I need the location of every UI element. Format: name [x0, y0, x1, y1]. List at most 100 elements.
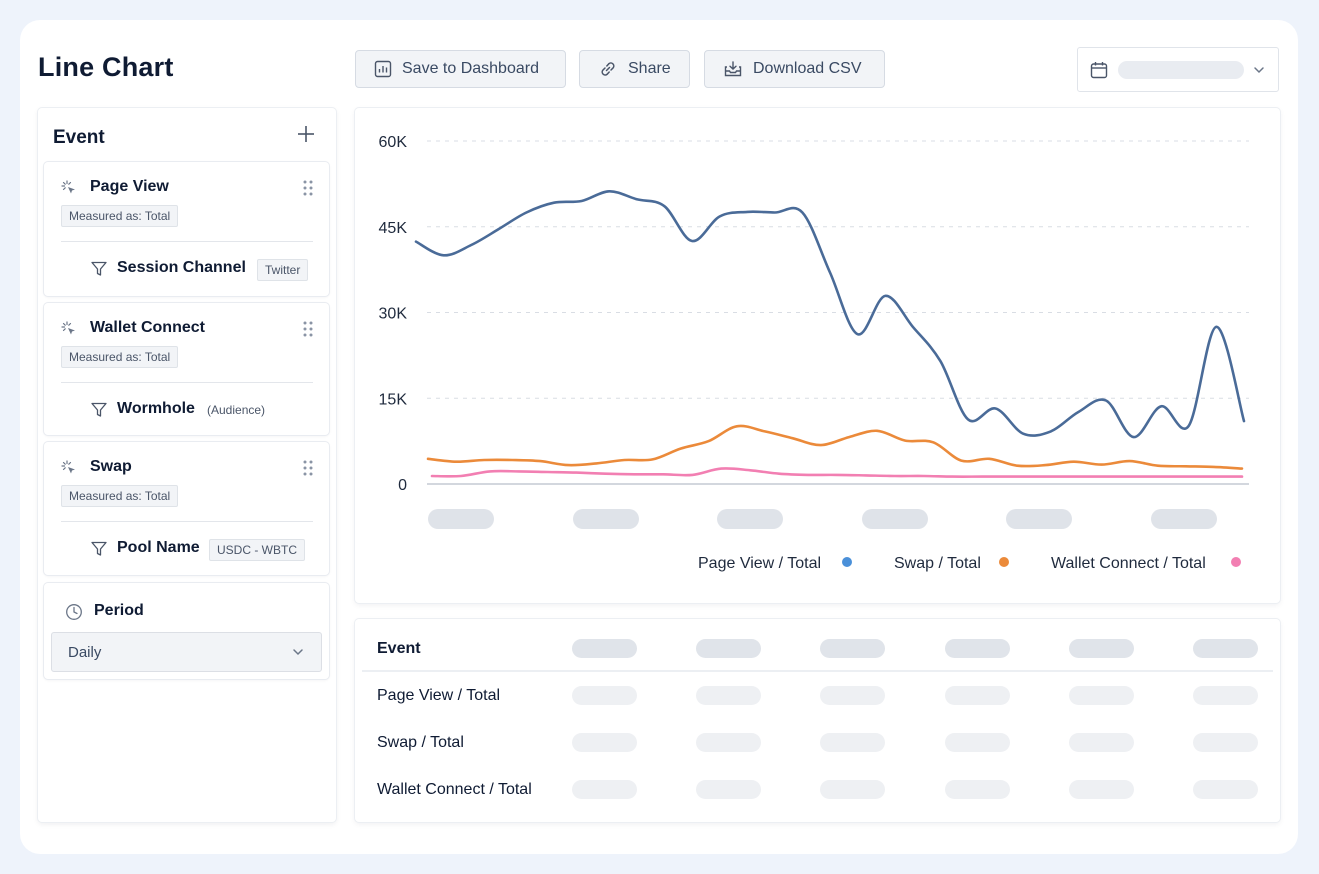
event-card-wallet-connect[interactable]: Wallet Connect Measured as: Total Wormho… — [44, 303, 329, 435]
table-cell-placeholder — [820, 780, 885, 799]
date-range-placeholder — [1118, 60, 1244, 79]
x-tick-placeholder — [862, 509, 928, 529]
filter-value-tag: Twitter — [257, 259, 309, 281]
table-cell-placeholder — [820, 733, 885, 752]
chevron-down-icon — [293, 649, 303, 656]
table-cell-placeholder — [696, 686, 761, 705]
x-tick-placeholder — [428, 509, 494, 529]
event-panel: Event Page View Measured as: Total Sessi… — [38, 108, 336, 822]
y-tick-label: 30K — [379, 306, 408, 323]
table-cell-placeholder — [696, 639, 761, 658]
table-cell-placeholder — [945, 639, 1010, 658]
calendar-icon — [1090, 61, 1108, 78]
legend-label-wallet-connect: Wallet Connect / Total — [1051, 555, 1206, 572]
table-header-event: Event — [377, 640, 421, 657]
table-cell-placeholder — [572, 639, 637, 658]
event-name: Swap — [90, 458, 132, 475]
y-tick-label: 15K — [379, 391, 408, 408]
table-cell-placeholder — [1193, 686, 1258, 705]
divider — [61, 521, 313, 522]
download-csv-button[interactable]: Download CSV — [704, 50, 885, 88]
x-tick-placeholder — [717, 509, 783, 529]
table-cell-placeholder — [696, 780, 761, 799]
measure-badge: Measured as: Total — [61, 485, 179, 507]
table-cell-placeholder — [1193, 639, 1258, 658]
event-card-page-view[interactable]: Page View Measured as: Total Session Cha… — [44, 162, 329, 296]
series-line-page-view — [414, 189, 1246, 439]
bar-chart-icon — [374, 60, 392, 78]
table-cell-placeholder — [1193, 733, 1258, 752]
x-tick-placeholder — [1151, 509, 1217, 529]
table-row-label: Swap / Total — [377, 734, 464, 751]
table-cell-placeholder — [1069, 639, 1134, 658]
save-to-dashboard-button[interactable]: Save to Dashboard — [355, 50, 566, 88]
legend-label-page-view: Page View / Total — [698, 555, 821, 572]
table-cell-placeholder — [820, 639, 885, 658]
table-row-label: Page View / Total — [377, 687, 501, 704]
event-name: Page View — [90, 178, 169, 195]
series-line-wallet-connect — [430, 467, 1244, 478]
line-chart-card: 60K 45K 30K 15K 0 Page View / Total Swap / Tot… — [355, 108, 1280, 603]
period-label: Period — [94, 602, 144, 619]
share-button[interactable]: Share — [579, 50, 690, 88]
clock-icon — [66, 604, 82, 620]
table-cell-placeholder — [945, 733, 1010, 752]
table-cell-placeholder — [572, 780, 637, 799]
table-header-divider — [362, 670, 1273, 672]
event-name: Wallet Connect — [90, 319, 205, 336]
measure-badge: Measured as: Total — [61, 205, 179, 227]
x-tick-placeholder — [573, 509, 639, 529]
divider — [61, 382, 313, 383]
series-line-swap — [426, 424, 1244, 470]
download-tray-icon — [724, 61, 742, 77]
filter-funnel-icon — [91, 261, 107, 276]
table-cell-placeholder — [1069, 733, 1134, 752]
event-card-swap[interactable]: Swap Measured as: Total Pool Name USDC -… — [44, 442, 329, 575]
table-cell-placeholder — [572, 686, 637, 705]
period-card: Period Daily — [44, 583, 329, 679]
filter-name: Session Channel — [117, 259, 246, 276]
filter-funnel-icon — [91, 402, 107, 417]
legend-dot-swap — [999, 557, 1009, 567]
period-value: Daily — [68, 643, 102, 661]
link-icon — [601, 62, 615, 76]
x-tick-placeholder — [1006, 509, 1072, 529]
legend-dot-wallet-connect — [1231, 557, 1241, 567]
y-tick-label: 0 — [398, 477, 407, 494]
period-select[interactable]: Daily — [51, 632, 322, 672]
click-cursor-icon — [61, 180, 75, 194]
page-title: Line Chart — [38, 52, 174, 82]
table-cell-placeholder — [1069, 780, 1134, 799]
drag-handle-icon[interactable] — [303, 460, 313, 476]
chevron-down-icon — [1254, 66, 1264, 73]
filter-name: Wormhole — [117, 400, 195, 417]
legend-label-swap: Swap / Total — [894, 555, 981, 572]
table-cell-placeholder — [696, 733, 761, 752]
divider — [61, 241, 313, 242]
y-tick-label: 45K — [379, 220, 408, 237]
filter-value-tag: USDC - WBTC — [209, 539, 305, 561]
download-csv-label: Download CSV — [753, 60, 862, 77]
data-table: Event Page View / Total Swap / Total Wal… — [355, 619, 1280, 822]
share-label: Share — [628, 60, 671, 77]
audience-label: (Audience) — [207, 403, 266, 417]
drag-handle-icon[interactable] — [303, 180, 313, 196]
drag-handle-icon[interactable] — [303, 321, 313, 337]
table-cell-placeholder — [1193, 780, 1258, 799]
click-cursor-icon — [61, 460, 75, 474]
table-cell-placeholder — [1069, 686, 1134, 705]
table-row-label: Wallet Connect / Total — [377, 781, 532, 798]
click-cursor-icon — [61, 321, 75, 335]
add-event-plus-icon[interactable] — [296, 124, 316, 144]
table-cell-placeholder — [820, 686, 885, 705]
event-panel-title: Event — [53, 127, 105, 148]
measure-badge: Measured as: Total — [61, 346, 179, 368]
filter-funnel-icon — [91, 541, 107, 556]
save-to-dashboard-label: Save to Dashboard — [402, 60, 539, 77]
table-cell-placeholder — [572, 733, 637, 752]
y-tick-label: 60K — [379, 134, 408, 151]
line-chart: 60K 45K 30K 15K 0 Page View / Total Swap / Tot… — [379, 134, 1249, 572]
table-cell-placeholder — [945, 686, 1010, 705]
date-range-picker[interactable] — [1077, 47, 1279, 92]
table-cell-placeholder — [945, 780, 1010, 799]
